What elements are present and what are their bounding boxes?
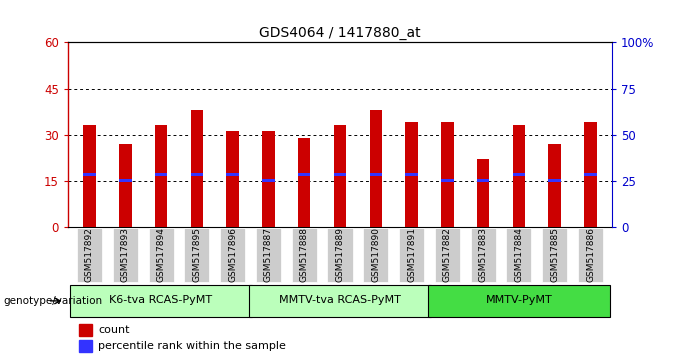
Bar	[226, 172, 239, 176]
Bar	[155, 172, 167, 176]
FancyBboxPatch shape	[184, 228, 209, 282]
Bar	[79, 340, 92, 352]
Text: GSM517894: GSM517894	[156, 227, 165, 282]
FancyBboxPatch shape	[256, 228, 281, 282]
Text: GSM517883: GSM517883	[479, 227, 488, 282]
Bar	[369, 172, 382, 176]
FancyBboxPatch shape	[578, 228, 603, 282]
Text: percentile rank within the sample: percentile rank within the sample	[98, 341, 286, 351]
Text: GSM517888: GSM517888	[300, 227, 309, 282]
Text: MMTV-PyMT: MMTV-PyMT	[486, 295, 552, 305]
FancyBboxPatch shape	[507, 228, 532, 282]
Bar	[119, 144, 131, 227]
Bar	[334, 125, 346, 227]
FancyBboxPatch shape	[292, 228, 317, 282]
FancyBboxPatch shape	[399, 228, 424, 282]
Bar	[262, 131, 275, 227]
FancyBboxPatch shape	[542, 228, 567, 282]
FancyBboxPatch shape	[148, 228, 173, 282]
Bar	[441, 122, 454, 227]
FancyBboxPatch shape	[471, 228, 496, 282]
Bar	[441, 179, 454, 182]
Bar	[513, 172, 525, 176]
Bar	[513, 125, 525, 227]
Text: MMTV-tva RCAS-PyMT: MMTV-tva RCAS-PyMT	[279, 295, 401, 305]
Bar	[83, 172, 96, 176]
Text: GSM517889: GSM517889	[335, 227, 345, 282]
Text: GSM517893: GSM517893	[121, 227, 130, 282]
Text: GSM517882: GSM517882	[443, 227, 452, 282]
FancyBboxPatch shape	[70, 285, 252, 317]
Bar	[119, 179, 131, 182]
Text: GSM517890: GSM517890	[371, 227, 380, 282]
Text: GSM517891: GSM517891	[407, 227, 416, 282]
Bar	[298, 172, 311, 176]
Bar	[190, 110, 203, 227]
Bar	[584, 122, 597, 227]
Bar	[584, 172, 597, 176]
Text: GSM517887: GSM517887	[264, 227, 273, 282]
Bar	[477, 159, 490, 227]
FancyBboxPatch shape	[363, 228, 388, 282]
FancyBboxPatch shape	[428, 285, 610, 317]
Text: count: count	[98, 325, 129, 335]
Bar	[549, 144, 561, 227]
Title: GDS4064 / 1417880_at: GDS4064 / 1417880_at	[259, 26, 421, 40]
Text: GSM517892: GSM517892	[85, 227, 94, 282]
Text: GSM517895: GSM517895	[192, 227, 201, 282]
FancyBboxPatch shape	[435, 228, 460, 282]
FancyBboxPatch shape	[249, 285, 431, 317]
Bar	[334, 172, 346, 176]
Bar	[477, 179, 490, 182]
Bar	[83, 125, 96, 227]
Bar	[369, 110, 382, 227]
Bar	[226, 131, 239, 227]
Bar	[155, 125, 167, 227]
Text: GSM517884: GSM517884	[515, 227, 524, 282]
Bar	[405, 172, 418, 176]
Text: GSM517885: GSM517885	[550, 227, 559, 282]
FancyBboxPatch shape	[220, 228, 245, 282]
Text: genotype/variation: genotype/variation	[3, 296, 103, 306]
Bar	[262, 179, 275, 182]
Bar	[405, 122, 418, 227]
FancyBboxPatch shape	[113, 228, 138, 282]
FancyBboxPatch shape	[328, 228, 352, 282]
Bar	[549, 179, 561, 182]
Text: GSM517896: GSM517896	[228, 227, 237, 282]
Bar	[298, 138, 311, 227]
Bar	[190, 172, 203, 176]
Text: K6-tva RCAS-PyMT: K6-tva RCAS-PyMT	[109, 295, 213, 305]
Text: GSM517886: GSM517886	[586, 227, 595, 282]
Bar	[79, 324, 92, 336]
FancyBboxPatch shape	[77, 228, 102, 282]
